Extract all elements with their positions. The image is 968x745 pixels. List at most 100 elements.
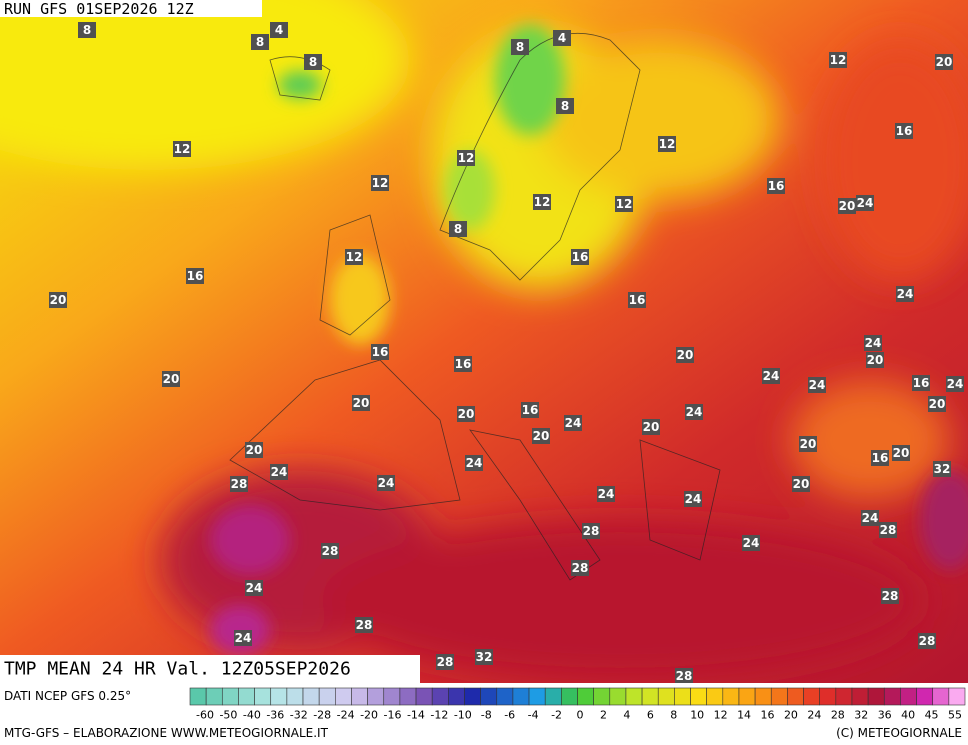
colorbar-swatch bbox=[480, 687, 498, 706]
colorbar-label: -20 bbox=[360, 709, 378, 722]
colorbar-label: -14 bbox=[407, 709, 425, 722]
label-box bbox=[186, 268, 204, 284]
label-text: 20 bbox=[246, 443, 263, 457]
colorbar-swatch bbox=[448, 687, 465, 706]
label-box bbox=[571, 249, 589, 265]
label-text: 20 bbox=[50, 293, 67, 307]
colorbar-label: 36 bbox=[878, 709, 892, 722]
label-text: 24 bbox=[763, 369, 780, 383]
label-text: 20 bbox=[458, 407, 475, 421]
label-box bbox=[928, 396, 946, 412]
label-box bbox=[829, 52, 847, 68]
label-box bbox=[270, 464, 288, 480]
run-box bbox=[0, 0, 262, 17]
contour-label: 16 bbox=[186, 268, 204, 284]
title-box bbox=[0, 655, 420, 683]
contour-label: 24 bbox=[742, 535, 760, 551]
contour-label: 20 bbox=[49, 292, 67, 308]
contour-label: 20 bbox=[928, 396, 946, 412]
label-box bbox=[230, 476, 248, 492]
source: DATI NCEP GFS 0.25° bbox=[4, 689, 131, 703]
label-text: 12 bbox=[616, 197, 633, 211]
label-text: 8 bbox=[454, 222, 462, 236]
colorbar-swatch bbox=[270, 687, 288, 706]
label-box bbox=[881, 588, 899, 604]
label-text: 24 bbox=[862, 511, 879, 525]
label-text: 28 bbox=[322, 544, 339, 558]
contour-label: 24 bbox=[270, 464, 288, 480]
contour-label: 12 bbox=[533, 194, 551, 210]
label-text: 16 bbox=[522, 403, 539, 417]
colorbar-label: -16 bbox=[384, 709, 402, 722]
colorbar-swatch bbox=[835, 687, 853, 706]
colorbar-swatch bbox=[722, 687, 740, 706]
label-box bbox=[553, 30, 571, 46]
colorbar-swatch bbox=[464, 687, 481, 706]
label-text: 24 bbox=[246, 581, 263, 595]
label-text: 24 bbox=[743, 536, 760, 550]
label-text: 8 bbox=[516, 40, 524, 54]
colorbar-label: 12 bbox=[714, 709, 728, 722]
label-box bbox=[321, 543, 339, 559]
colorbar-swatch bbox=[674, 687, 691, 706]
contour-label: 12 bbox=[173, 141, 191, 157]
colorbar-label: -4 bbox=[528, 709, 539, 722]
label-text: 24 bbox=[598, 487, 615, 501]
label-text: 16 bbox=[913, 376, 930, 390]
label-box bbox=[78, 22, 96, 38]
contour-label: 16 bbox=[871, 450, 889, 466]
label-text: 4 bbox=[558, 31, 566, 45]
contour-label: 16 bbox=[628, 292, 646, 308]
colorbar-swatch bbox=[851, 687, 869, 706]
contour-label: 24 bbox=[896, 286, 914, 302]
label-box bbox=[742, 535, 760, 551]
label-text: 24 bbox=[466, 456, 483, 470]
label-text: 16 bbox=[372, 345, 389, 359]
label-text: 8 bbox=[256, 35, 264, 49]
map-title: TMP MEAN 24 HR Val. 12Z05SEP2026 bbox=[4, 659, 351, 680]
label-text: 24 bbox=[947, 377, 964, 391]
label-box bbox=[879, 522, 897, 538]
label-text: 12 bbox=[830, 53, 847, 67]
label-box bbox=[564, 415, 582, 431]
label-text: 28 bbox=[231, 477, 248, 491]
label-text: 20 bbox=[839, 199, 856, 213]
contour-label: 12 bbox=[345, 249, 363, 265]
label-box bbox=[792, 476, 810, 492]
label-box bbox=[521, 402, 539, 418]
contour-label: 20 bbox=[245, 442, 263, 458]
colorbar-label: 28 bbox=[831, 709, 845, 722]
colorbar-swatch bbox=[496, 687, 514, 706]
colorbar-swatch bbox=[254, 687, 272, 706]
label-text: 24 bbox=[857, 196, 874, 210]
label-box bbox=[304, 54, 322, 70]
colorbar-swatch bbox=[221, 687, 239, 706]
label-box bbox=[658, 136, 676, 152]
label-box bbox=[918, 633, 936, 649]
contour-label: 8 bbox=[251, 34, 269, 50]
colorbar-swatch bbox=[286, 687, 304, 706]
contour-label: 24 bbox=[861, 510, 879, 526]
colorbar-label: 8 bbox=[670, 709, 677, 722]
colorbar-swatch bbox=[641, 687, 659, 706]
colorbar-swatch bbox=[706, 687, 724, 706]
colorbar-label: 16 bbox=[761, 709, 775, 722]
label-text: 24 bbox=[685, 492, 702, 506]
label-text: 32 bbox=[934, 462, 951, 476]
label-text: 20 bbox=[929, 397, 946, 411]
label-text: 16 bbox=[455, 357, 472, 371]
label-text: 12 bbox=[659, 137, 676, 151]
colorbar-label: -8 bbox=[481, 709, 492, 722]
colorbar-label: 20 bbox=[784, 709, 798, 722]
label-box bbox=[684, 491, 702, 507]
colorbar-label: 32 bbox=[854, 709, 868, 722]
contour-label: 20 bbox=[892, 445, 910, 461]
colorbar-swatch bbox=[189, 687, 207, 706]
label-text: 24 bbox=[235, 631, 252, 645]
label-text: 12 bbox=[458, 151, 475, 165]
label-box bbox=[866, 352, 884, 368]
label-box bbox=[371, 344, 389, 360]
contour-label: 20 bbox=[935, 54, 953, 70]
colorbar-swatch bbox=[335, 687, 352, 706]
